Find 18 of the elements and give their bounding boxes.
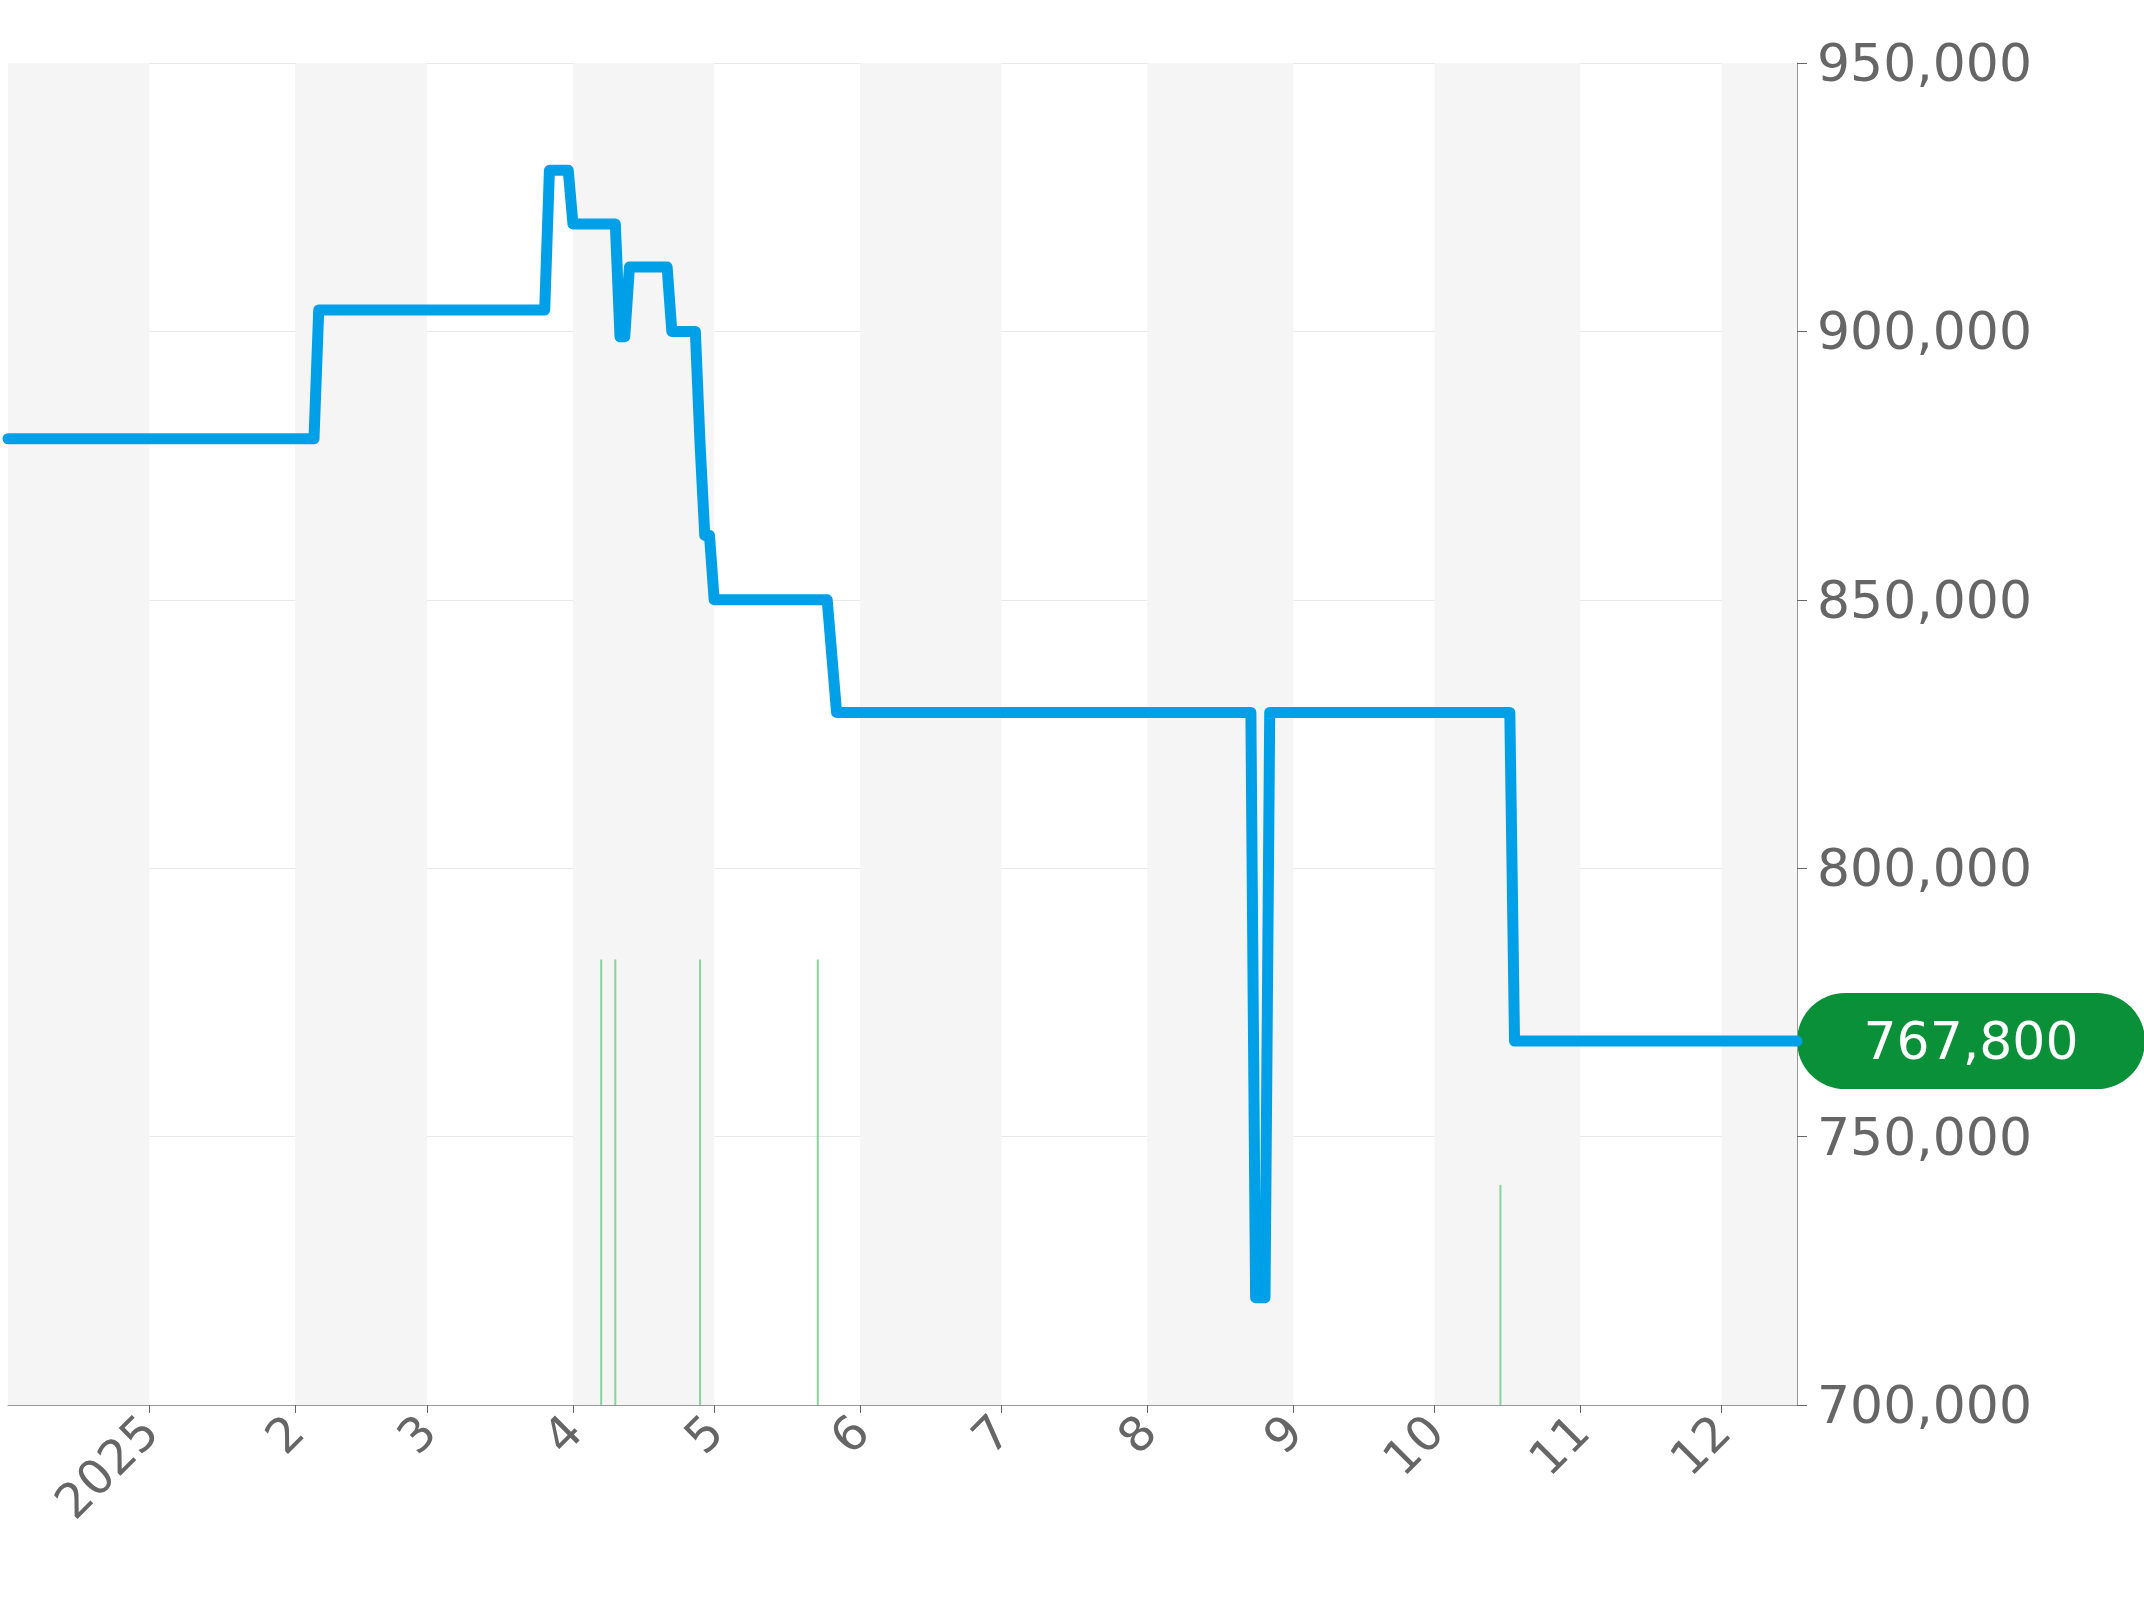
y-tick-label: 850,000 [1817,569,2033,630]
x-tick-label: 12 [1658,1403,1742,1486]
x-tick-label: 10 [1371,1403,1455,1486]
x-tick-label: 2 [253,1403,315,1465]
y-tick-label: 900,000 [1817,301,2033,362]
x-tick-label: 6 [818,1403,880,1465]
x-tick-label: 11 [1517,1403,1601,1486]
annotation: 767,800 [1863,1011,2079,1072]
x-tick-label: 3 [385,1403,447,1465]
y-tick-label: 950,000 [1817,33,2033,93]
x-tick-label: 4 [531,1403,593,1465]
x-tick-label: 5 [672,1403,734,1465]
x-tick-label: 8 [1105,1403,1168,1465]
x-tick-label: 9 [1251,1403,1314,1465]
y-tick-label: 750,000 [1817,1106,2033,1167]
x-tick-label: 7 [959,1403,1022,1465]
y-tick-label: 800,000 [1817,838,2033,899]
y-tick-label: 700,000 [1817,1375,2033,1435]
